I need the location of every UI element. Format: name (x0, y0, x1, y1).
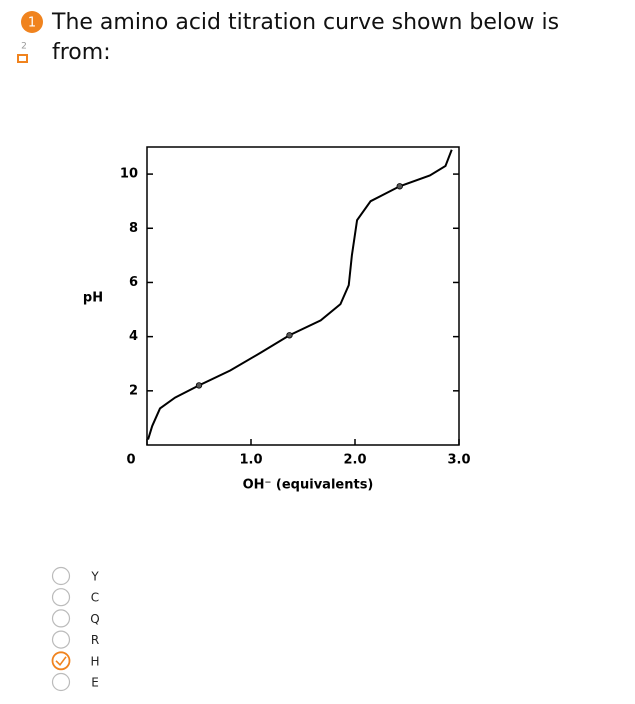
option-radio[interactable] (51, 651, 71, 671)
y-tick-label: 10 (120, 167, 138, 182)
plot-frame (146, 146, 460, 446)
x-axis-label: OH⁻ (equivalents) (243, 478, 374, 493)
option-radio[interactable] (51, 566, 71, 586)
option-check (55, 656, 67, 667)
flag-icon[interactable] (17, 54, 28, 63)
x-tick-label: 3.0 (447, 453, 470, 468)
curve-point (396, 183, 403, 190)
question-number: 1 (28, 16, 36, 31)
option-label[interactable]: H (90, 654, 99, 668)
y-tick-label: 4 (129, 329, 138, 344)
option-label[interactable]: E (91, 676, 99, 690)
sub-number: 2 (21, 42, 27, 52)
option-label[interactable]: R (91, 633, 99, 647)
curve-point (286, 332, 293, 339)
y-tick-label: 8 (129, 221, 138, 236)
option-label[interactable]: C (91, 591, 99, 605)
y-tick-label: 2 (129, 383, 138, 398)
titration-curve (147, 149, 453, 440)
option-label[interactable]: Q (90, 612, 99, 626)
y-tick-label: 6 (129, 275, 138, 290)
option-radio[interactable] (51, 672, 71, 692)
x-tick-label: 2.0 (343, 453, 366, 468)
option-radio[interactable] (51, 588, 71, 607)
option-label[interactable]: Y (90, 570, 99, 584)
option-radio[interactable] (51, 609, 71, 628)
x-tick-label: 0 (126, 453, 135, 468)
curve-point (195, 382, 203, 389)
question-badge (21, 11, 43, 33)
question-text: The amino acid titration curve shown bel… (52, 10, 560, 65)
y-axis-label: pH (83, 291, 103, 306)
x-tick-label: 1.0 (239, 453, 262, 468)
option-radio[interactable] (51, 630, 71, 649)
